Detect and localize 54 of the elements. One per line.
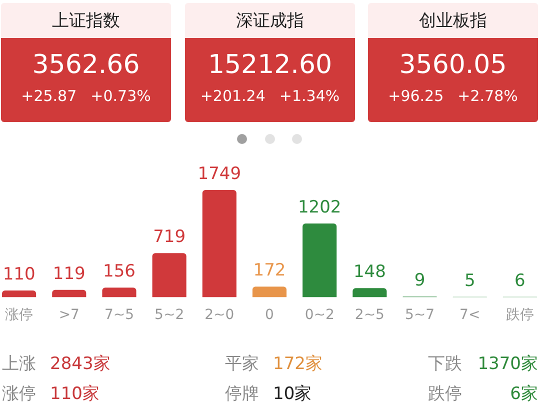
data-label: 148: [353, 262, 386, 282]
bar: [202, 190, 236, 298]
text: 10家: [273, 383, 312, 405]
text: 跌停: [428, 383, 462, 405]
text: 下跌: [428, 353, 462, 375]
text: +96.25: [388, 86, 444, 106]
text: 平家: [225, 353, 259, 375]
x-tick-label: 2~5: [354, 307, 384, 324]
bar: [152, 253, 186, 298]
text: +201.24: [200, 86, 266, 106]
data-label: 5: [464, 270, 476, 291]
data-label: 9: [414, 270, 426, 291]
x-tick-label: 2~0: [204, 307, 234, 324]
bar: [302, 224, 337, 298]
data-label: 156: [103, 262, 136, 282]
text: +25.87: [21, 86, 77, 106]
text: 上涨: [2, 353, 36, 375]
text: 6家: [510, 383, 538, 405]
bar: [352, 288, 387, 298]
text: 15212.60: [208, 50, 332, 80]
data-label: 6: [514, 270, 526, 291]
text: 3560.05: [399, 50, 507, 80]
data-label: 719: [153, 227, 186, 248]
data-label: 110: [2, 264, 36, 284]
bar: [252, 286, 287, 298]
data-label: 172: [253, 260, 286, 281]
text: 3562.66: [32, 50, 140, 80]
data-label: 1749: [198, 164, 242, 184]
text: +1.34%: [279, 86, 340, 106]
x-tick-label: 涨停: [5, 307, 34, 324]
text: 深证成指: [236, 10, 304, 32]
text: 110家: [50, 383, 100, 405]
x-tick-label: 7~5: [104, 307, 134, 324]
x-tick-label: 7<: [460, 307, 480, 324]
x-tick-label: >7: [58, 307, 80, 324]
x-tick-label: 跌停: [506, 307, 534, 324]
bar: [52, 290, 86, 298]
x-tick-label: 0: [265, 307, 274, 324]
x-tick-label: 0~2: [304, 307, 334, 324]
text: +0.73%: [90, 86, 151, 106]
bar: [2, 290, 36, 298]
text: 172家: [273, 353, 322, 375]
text: +2.78%: [458, 86, 518, 106]
text: 创业板指: [419, 10, 487, 32]
text: 停牌: [225, 383, 259, 405]
x-tick-label: 5~2: [154, 307, 184, 324]
text: 上证指数: [52, 10, 120, 32]
text: 2843家: [50, 353, 110, 375]
text: 涨停: [2, 383, 36, 405]
data-label: 1202: [298, 197, 342, 218]
bar: [102, 288, 136, 298]
x-tick-label: 5~7: [405, 307, 435, 324]
data-label: 119: [52, 264, 86, 284]
text: 1370家: [478, 353, 538, 375]
